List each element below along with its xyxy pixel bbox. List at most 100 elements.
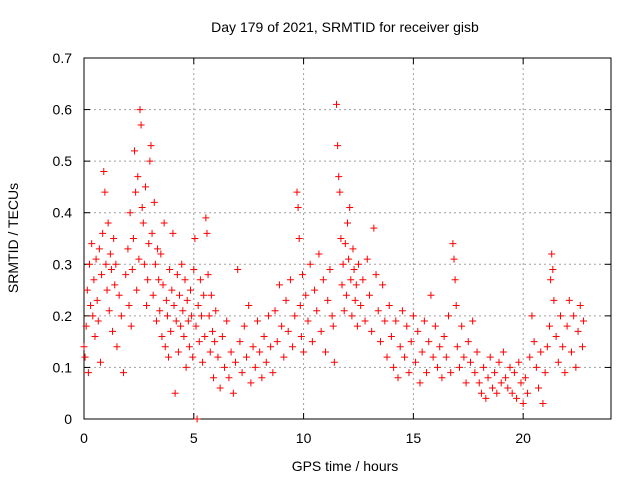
data-point	[82, 322, 90, 330]
data-point	[554, 358, 562, 366]
data-point	[570, 312, 578, 320]
data-point	[339, 260, 347, 268]
data-point	[477, 389, 485, 397]
y-tick-label: 0.7	[53, 50, 73, 66]
data-point	[333, 100, 341, 108]
data-point	[117, 312, 125, 320]
data-point	[311, 286, 319, 294]
data-point	[208, 327, 216, 335]
data-point	[133, 286, 141, 294]
data-point	[359, 276, 367, 284]
data-point	[513, 394, 521, 402]
chart-title: Day 179 of 2021, SRMTID for receiver gis…	[211, 19, 479, 35]
data-point	[171, 389, 179, 397]
data-point	[547, 276, 555, 284]
data-point	[138, 204, 146, 212]
data-point	[537, 348, 545, 356]
data-point	[438, 374, 446, 382]
data-point	[113, 343, 121, 351]
data-point	[326, 265, 334, 273]
data-point	[306, 260, 314, 268]
data-point	[363, 255, 371, 263]
data-point	[85, 260, 93, 268]
data-point	[499, 348, 507, 356]
data-point	[161, 343, 169, 351]
data-point	[149, 291, 157, 299]
data-point	[519, 400, 527, 408]
data-point	[392, 317, 400, 325]
data-point	[197, 312, 205, 320]
data-point	[126, 209, 134, 217]
data-point	[286, 276, 294, 284]
data-point	[157, 250, 165, 258]
data-point	[124, 245, 132, 253]
data-point	[245, 302, 253, 310]
data-point	[338, 281, 346, 289]
data-point	[379, 281, 387, 289]
data-point	[88, 240, 96, 248]
data-point	[192, 322, 200, 330]
data-point	[100, 167, 108, 175]
data-point	[453, 343, 461, 351]
data-point	[349, 245, 357, 253]
data-point	[491, 369, 499, 377]
data-point	[304, 317, 312, 325]
data-point	[330, 358, 338, 366]
data-point	[95, 245, 103, 253]
data-point	[201, 332, 209, 340]
data-point	[324, 296, 332, 304]
data-point	[137, 121, 145, 129]
data-point	[506, 363, 514, 371]
data-point	[447, 369, 455, 377]
data-point	[168, 286, 176, 294]
data-point	[99, 229, 107, 237]
data-point	[482, 394, 490, 402]
data-point	[425, 338, 433, 346]
data-point	[550, 296, 558, 304]
data-point	[173, 271, 181, 279]
data-point	[160, 219, 168, 227]
data-point	[178, 260, 186, 268]
data-point	[580, 317, 588, 325]
data-point	[256, 348, 264, 356]
data-point	[127, 322, 135, 330]
data-point	[549, 265, 557, 273]
data-point	[394, 374, 402, 382]
data-point	[484, 374, 492, 382]
data-point	[148, 229, 156, 237]
data-point	[521, 374, 529, 382]
data-point	[162, 296, 170, 304]
x-tick-label: 5	[190, 430, 198, 446]
data-point	[159, 281, 167, 289]
data-point	[526, 353, 534, 361]
data-points	[80, 100, 588, 423]
x-tick-label: 10	[296, 430, 312, 446]
data-point	[559, 343, 567, 351]
data-point	[576, 302, 584, 310]
data-point	[372, 271, 380, 279]
data-point	[510, 369, 518, 377]
data-point	[455, 363, 463, 371]
data-point	[353, 322, 361, 330]
data-point	[328, 312, 336, 320]
y-tick-label: 0.5	[53, 153, 73, 169]
x-tick-label: 20	[515, 430, 531, 446]
data-point	[90, 276, 98, 284]
data-point	[548, 250, 556, 258]
data-point	[488, 384, 496, 392]
data-point	[289, 343, 297, 351]
data-point	[125, 302, 133, 310]
data-point	[436, 343, 444, 351]
data-point	[150, 198, 158, 206]
data-point	[94, 317, 102, 325]
data-point	[291, 312, 299, 320]
data-point	[81, 353, 89, 361]
data-point	[354, 260, 362, 268]
data-point	[179, 307, 187, 315]
axis-ticks: 0 0.1 0.2 0.3 0.4 0.5 0.6 0.7 0 5 10 15 20	[53, 50, 611, 446]
data-point	[334, 142, 342, 150]
data-point	[409, 312, 417, 320]
y-tick-label: 0.6	[53, 102, 73, 118]
data-point	[524, 389, 532, 397]
